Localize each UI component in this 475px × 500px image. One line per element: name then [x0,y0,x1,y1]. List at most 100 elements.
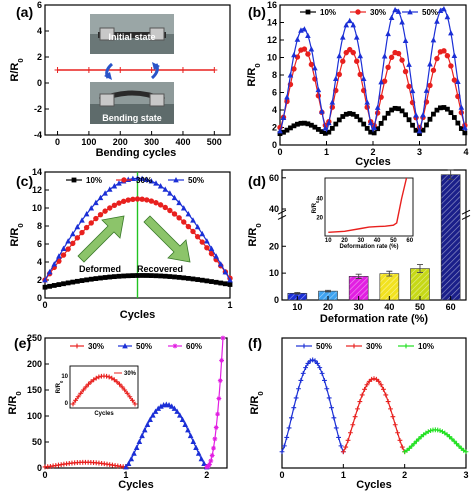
series-marker [46,269,53,275]
series-marker [417,131,422,137]
series-marker [310,357,316,363]
series-marker [51,283,57,288]
series-marker [451,115,457,120]
series-marker [388,54,395,61]
series-marker [388,14,395,21]
series-marker [116,273,122,279]
series-marker [227,277,233,283]
series-marker [427,82,433,89]
series-marker [458,104,465,110]
series-marker [204,238,210,244]
series-marker [392,6,398,13]
series-marker [340,449,346,455]
series-marker [208,458,214,464]
series-marker [106,186,113,192]
inset-marker [130,397,135,403]
y-tick-label: 2 [272,123,277,133]
series-marker [107,274,113,280]
x-tick-label: 300 [144,137,159,147]
series-marker [322,378,327,383]
series-marker [315,93,322,99]
series-marker [300,370,306,376]
clamp-left [99,93,115,107]
y-axis-label: R/R0 [9,58,25,81]
series-marker [139,175,145,182]
series-marker [139,196,145,202]
plot-frame [281,169,467,301]
x-axis-label: Cycles [355,156,390,168]
series-marker [291,66,297,72]
series-marker [371,376,377,382]
series-marker [395,50,402,57]
inset-marker [132,401,138,407]
series-marker [219,358,225,363]
series-marker [298,378,304,383]
series-marker [395,8,402,14]
y-tick-label: 50 [32,437,42,447]
series-marker [329,125,335,131]
series-marker [352,414,358,420]
x-tick-label: 60 [446,302,456,312]
series-marker [125,197,131,203]
series-marker [430,67,437,73]
series-marker [411,441,417,447]
series-marker [187,432,194,439]
series-marker [88,276,94,282]
y-tick-label: 0 [37,78,42,88]
series-marker [56,282,62,287]
series-marker [336,435,342,440]
y-tick-label: 6 [37,0,42,10]
series-marker [217,378,223,384]
series-marker [279,449,285,455]
series-marker [347,111,353,116]
y-tick-label: 14 [267,18,277,28]
series-marker [397,437,403,443]
series-marker [362,386,367,392]
y-tick-label: 6 [272,88,277,98]
y-tick-label: 4 [37,26,42,36]
panel-label: (d) [248,173,266,189]
x-axis-label: Deformation rate (%) [320,313,429,325]
legend-label: 30% [88,342,104,351]
series-marker [125,273,131,279]
series-marker [208,245,215,251]
series-marker [70,279,76,285]
series-marker [388,406,393,412]
inset-marker [88,379,94,385]
series-marker [396,106,401,112]
series-marker [125,460,132,467]
arrow-head [152,62,160,70]
series-marker [204,245,210,251]
series-marker [209,453,215,458]
series-marker [326,129,332,135]
series-marker [195,450,202,456]
series-marker [413,127,419,133]
legend-label: 50% [188,176,204,185]
series-marker [162,186,169,192]
series-marker [277,128,283,134]
clamp-right [149,93,165,107]
y-tick-label: 4 [37,257,42,267]
series-marker [462,124,468,130]
inset-y-tick-label: 40 [316,197,323,203]
series-marker [98,275,103,281]
x-tick-label: 200 [113,137,128,147]
error-bar [417,264,423,274]
series-marker [209,279,214,284]
series-marker [295,121,300,127]
series-marker [211,67,218,73]
series-marker [381,53,388,59]
series-marker [171,194,178,201]
series-marker [199,230,206,237]
y-tick-label: 40 [269,204,279,214]
series-marker [385,30,391,37]
series-line [206,337,224,468]
series-marker [158,273,164,279]
series-marker [93,276,99,281]
x-tick-label: 1 [341,470,346,480]
series-marker [357,52,364,59]
legend-marker [403,343,409,349]
series-marker [392,422,398,428]
series-marker [409,443,415,449]
y-tick-label: 0 [272,140,277,150]
